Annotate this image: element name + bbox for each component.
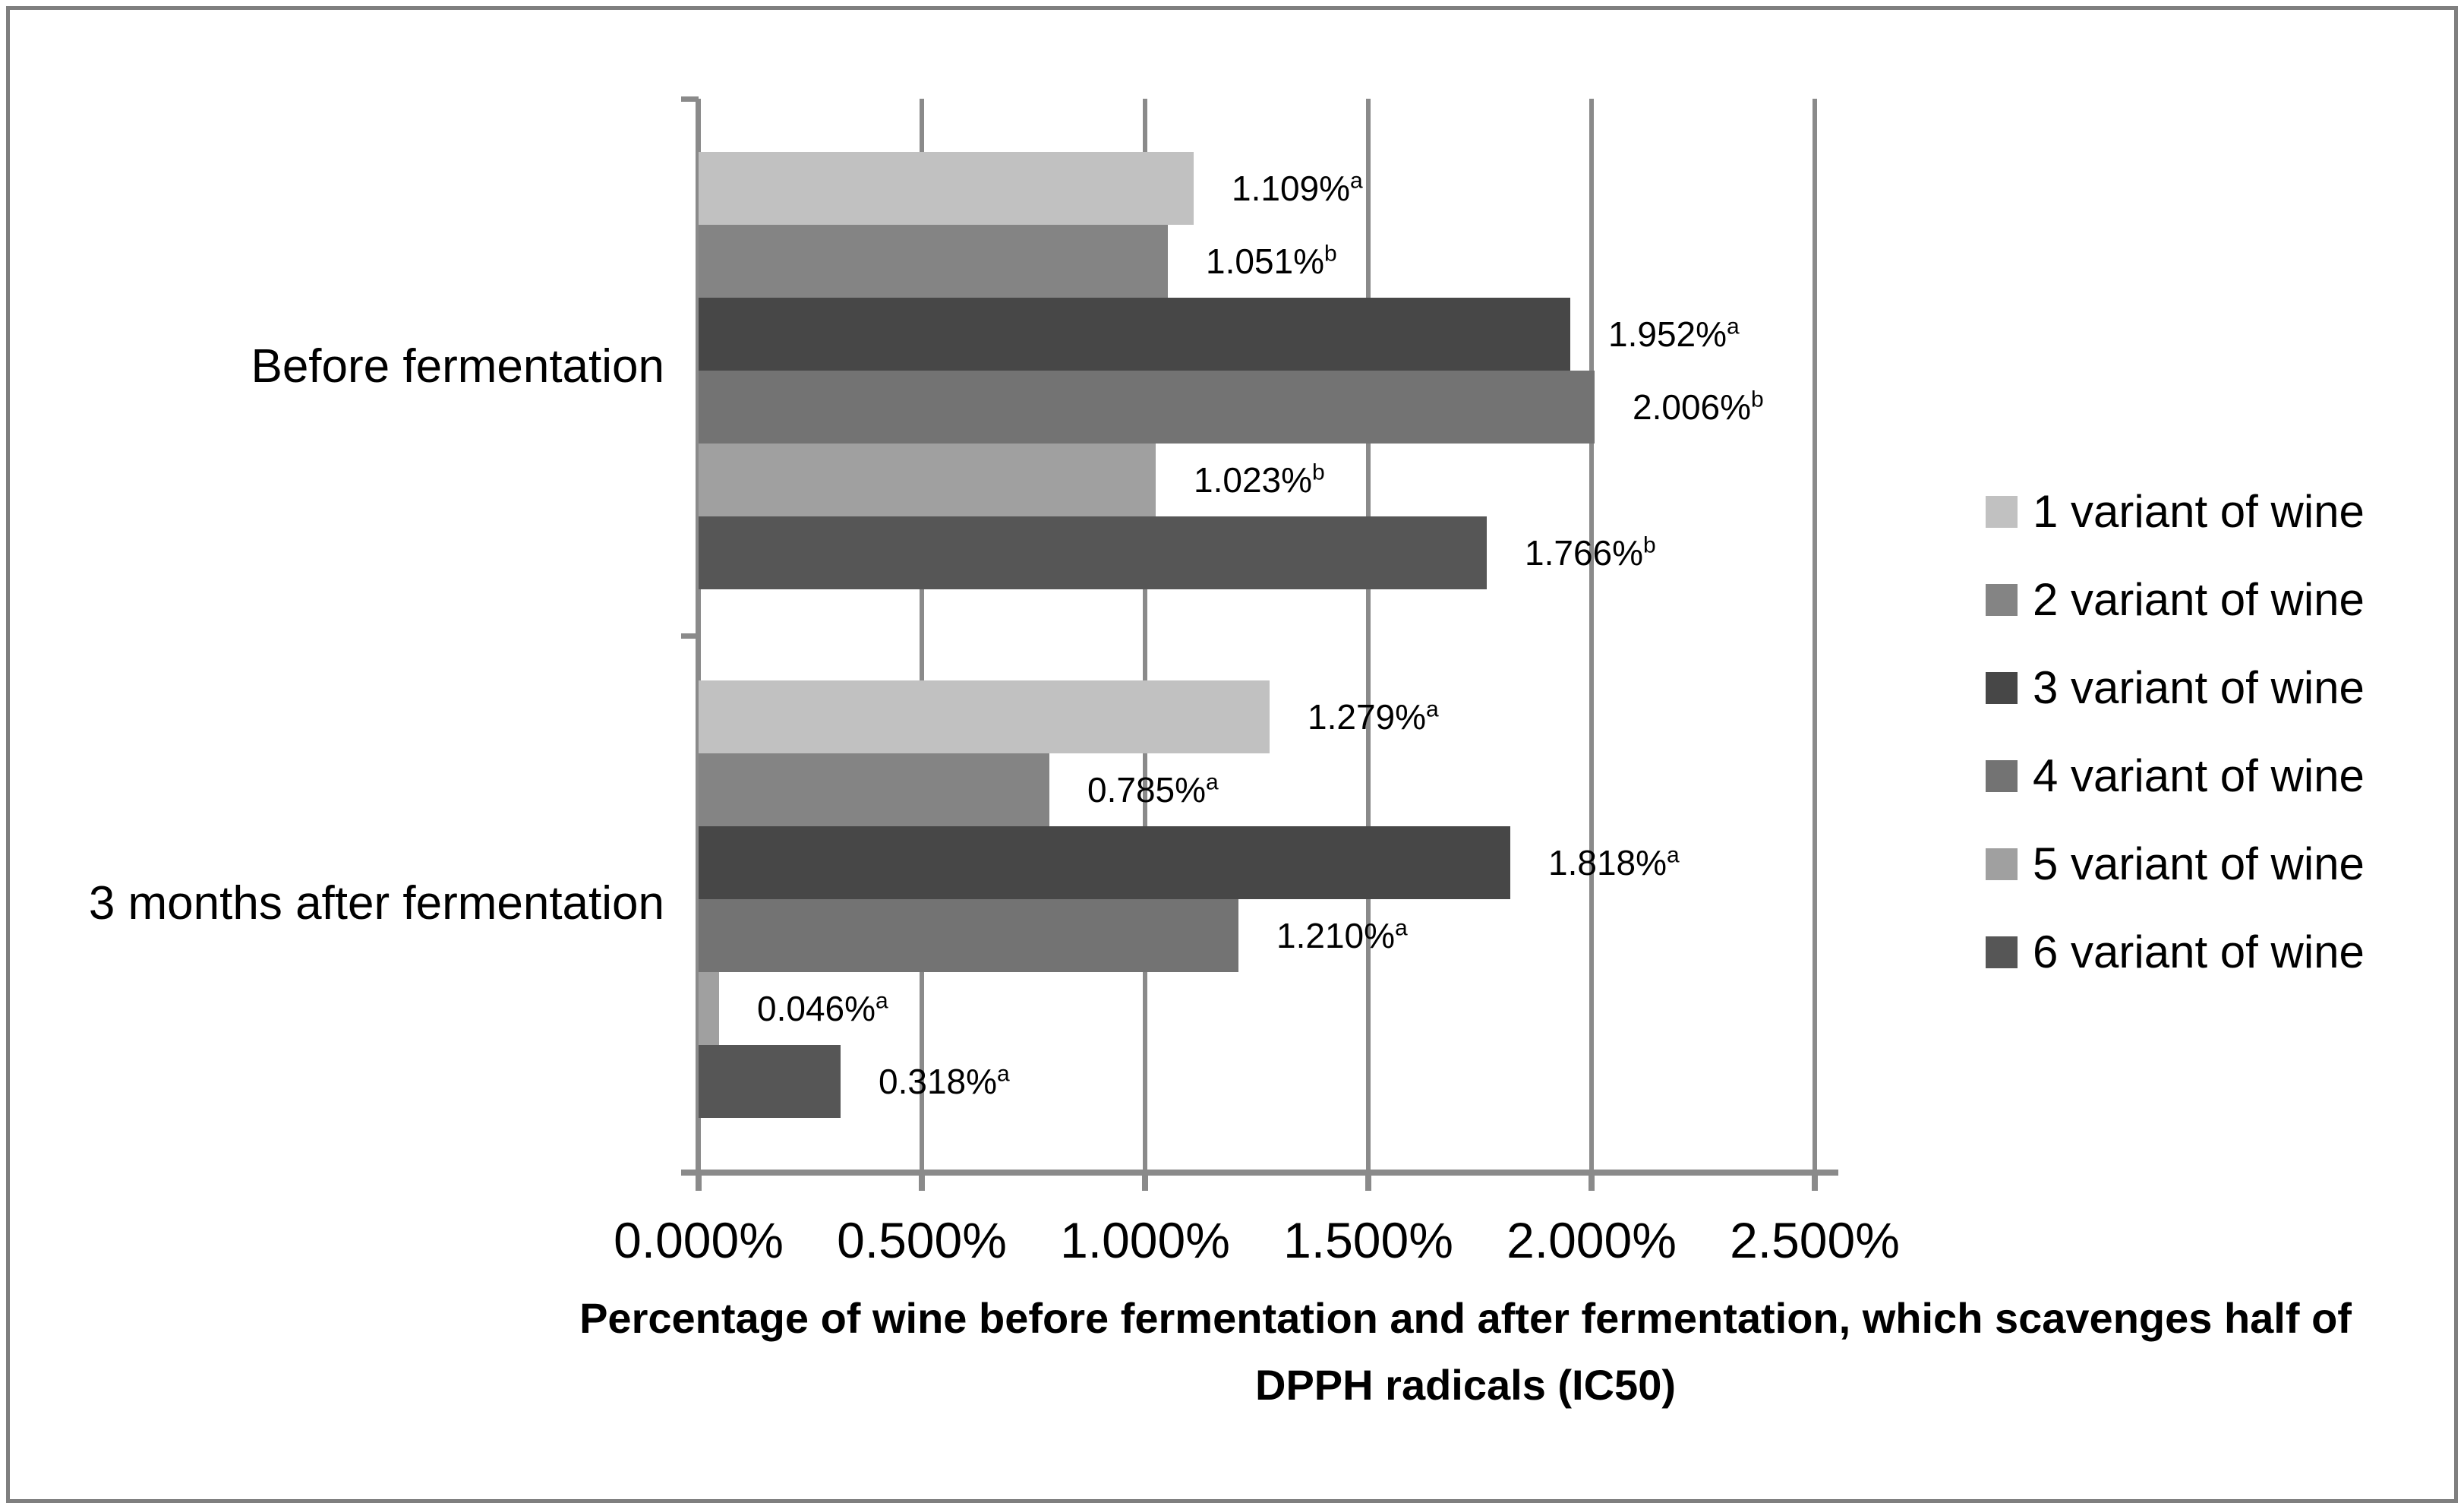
bar-data-label-4-1: 1.210%a <box>1276 915 1408 955</box>
significance-superscript: a <box>1667 842 1680 868</box>
bar-data-label-3-0: 1.952%a <box>1608 314 1740 354</box>
bar-data-label-6-1: 0.318%a <box>879 1061 1010 1101</box>
legend-label-3: 3 variant of wine <box>2033 662 2365 713</box>
x-axis-tick-label-2.500%: 2.500% <box>1730 1212 1900 1268</box>
legend-label-5: 5 variant of wine <box>2033 838 2365 889</box>
x-axis-tick-0.500% <box>919 1172 925 1191</box>
gridline-0.500% <box>920 99 924 1172</box>
x-axis-tick-1.500% <box>1365 1172 1371 1191</box>
bar-data-label-1-1: 1.279%a <box>1308 696 1439 737</box>
legend-swatch-2 <box>1986 584 2018 616</box>
significance-superscript: b <box>1324 241 1337 267</box>
chart-border <box>6 6 2458 1503</box>
bar-3-months-after-fermentation-series-4 <box>699 899 1238 972</box>
bar-data-label-6-0: 1.766%b <box>1525 532 1656 573</box>
x-axis-tick-2.000% <box>1589 1172 1595 1191</box>
bar-before-fermentation-series-3 <box>699 298 1570 371</box>
bar-data-label-2-1: 0.785%a <box>1087 769 1219 810</box>
x-axis-line <box>681 1170 1838 1176</box>
bar-3-months-after-fermentation-series-3 <box>699 826 1510 899</box>
legend-swatch-5 <box>1986 848 2018 880</box>
category-label-3-months-after-fermentation: 3 months after fermentation <box>88 877 664 930</box>
bar-3-months-after-fermentation-series-2 <box>699 753 1049 826</box>
significance-superscript: a <box>1206 769 1219 795</box>
significance-superscript: b <box>1312 459 1325 485</box>
x-axis-tick-label-0.500%: 0.500% <box>837 1212 1007 1268</box>
legend-swatch-1 <box>1986 496 2018 528</box>
x-axis-tick-label-2.000%: 2.000% <box>1506 1212 1677 1268</box>
x-axis-tick-2.500% <box>1812 1172 1818 1191</box>
gridline-2.500% <box>1813 99 1817 1172</box>
legend-swatch-6 <box>1986 936 2018 968</box>
bar-before-fermentation-series-4 <box>699 371 1595 444</box>
x-axis-tick-label-1.500%: 1.500% <box>1283 1212 1453 1268</box>
significance-superscript: a <box>1395 915 1408 941</box>
significance-superscript: a <box>1426 696 1439 722</box>
y-axis-tick-0 <box>681 96 699 102</box>
bar-3-months-after-fermentation-series-6 <box>699 1045 841 1118</box>
bar-3-months-after-fermentation-series-5 <box>699 972 719 1045</box>
bar-before-fermentation-series-6 <box>699 516 1487 589</box>
bar-before-fermentation-series-2 <box>699 225 1168 298</box>
bar-3-months-after-fermentation-series-1 <box>699 680 1270 753</box>
legend-label-4: 4 variant of wine <box>2033 750 2365 801</box>
x-axis-tick-1.000% <box>1142 1172 1148 1191</box>
x-axis-tick-label-1.000%: 1.000% <box>1060 1212 1230 1268</box>
category-label-before-fermentation: Before fermentation <box>251 340 664 393</box>
bar-data-label-5-0: 1.023%b <box>1194 459 1325 500</box>
x-axis-tick-label-0.000%: 0.000% <box>614 1212 784 1268</box>
legend-swatch-4 <box>1986 760 2018 792</box>
x-axis-title-line-1: Percentage of wine before fermentation a… <box>579 1294 2352 1342</box>
gridline-1.000% <box>1143 99 1147 1172</box>
legend-label-2: 2 variant of wine <box>2033 574 2365 625</box>
bar-before-fermentation-series-1 <box>699 152 1194 225</box>
x-axis-title: Percentage of wine before fermentation a… <box>494 1285 2437 1419</box>
x-axis-title-line-2: DPPH radicals (IC50) <box>1255 1361 1676 1409</box>
significance-superscript: a <box>997 1061 1010 1087</box>
y-axis-tick-2 <box>681 1170 699 1175</box>
significance-superscript: b <box>1751 387 1764 412</box>
gridline-1.500% <box>1366 99 1371 1172</box>
significance-superscript: a <box>1727 314 1740 339</box>
legend-label-6: 6 variant of wine <box>2033 927 2365 977</box>
significance-superscript: b <box>1643 532 1656 558</box>
bar-data-label-2-0: 1.051%b <box>1206 241 1337 281</box>
gridline-2.000% <box>1589 99 1594 1172</box>
significance-superscript: a <box>875 988 888 1014</box>
x-axis-tick-0.000% <box>696 1172 702 1191</box>
bar-data-label-1-0: 1.109%a <box>1232 168 1363 208</box>
bar-before-fermentation-series-5 <box>699 444 1156 516</box>
legend-label-1: 1 variant of wine <box>2033 486 2365 537</box>
legend-swatch-3 <box>1986 672 2018 704</box>
significance-superscript: a <box>1350 168 1363 194</box>
bar-data-label-4-0: 2.006%b <box>1633 387 1764 427</box>
y-axis-tick-1 <box>681 633 699 639</box>
bar-data-label-3-1: 1.818%a <box>1548 842 1680 882</box>
bar-data-label-5-1: 0.046%a <box>757 988 888 1028</box>
